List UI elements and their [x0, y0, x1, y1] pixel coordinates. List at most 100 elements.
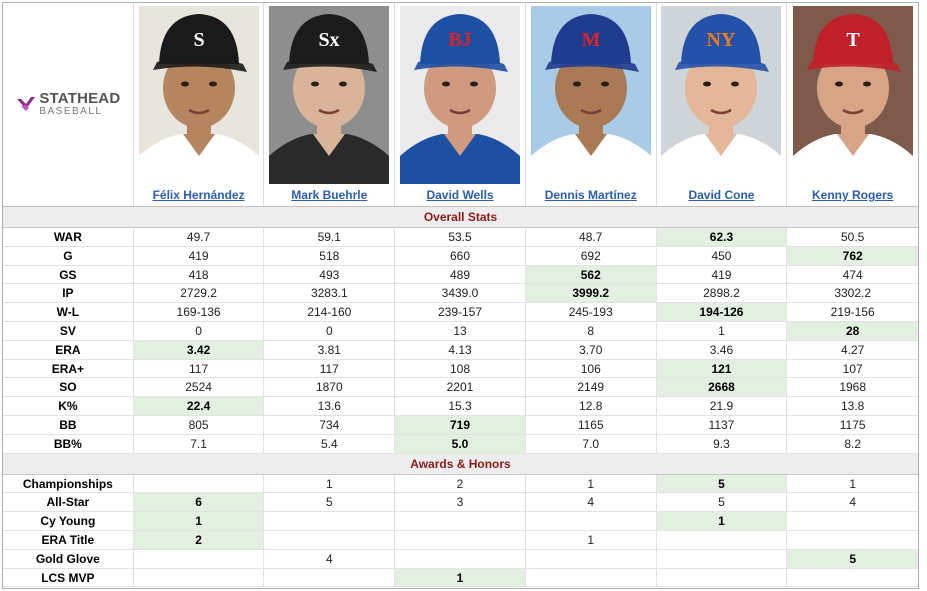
stat-value: 1968 [839, 380, 867, 395]
player-name-link[interactable]: David Cone [688, 188, 755, 202]
svg-text:S: S [193, 29, 204, 51]
stat-row: SV 0 0 13 8 1 28 [3, 321, 918, 341]
stat-value: 169-136 [134, 303, 265, 321]
logo-subtitle: BASEBALL [39, 105, 103, 117]
stat-value [395, 530, 526, 549]
stat-value: 107 [842, 361, 863, 376]
stat-label: WAR [3, 228, 134, 246]
stat-row: ERA+ 117 117 108 106 121 107 [3, 359, 918, 379]
stat-row: W-L 169-136 214-160 239-157 245-193 194-126 21… [3, 303, 918, 322]
stat-value: 3999.2 [525, 284, 657, 303]
stat-value: 5 [656, 474, 788, 493]
stat-value [264, 568, 396, 587]
stat-row: WAR 49.7 59.1 53.5 48.7 62.3 50.5 [3, 228, 918, 247]
player-name-link[interactable]: Félix Hernández [152, 188, 245, 202]
stat-value: 2668 [656, 378, 788, 397]
stat-row: BB% 7.1 5.4 5.0 7.0 9.3 8.2 [3, 434, 918, 454]
stat-value: 5 [787, 549, 918, 568]
stat-value: 59.1 [264, 228, 396, 246]
stat-value: 108 [395, 359, 526, 378]
player-name-link[interactable]: David Wells [426, 188, 494, 202]
stat-value: 219-156 [830, 305, 875, 320]
stat-value: 493 [264, 265, 396, 284]
player-name-link[interactable]: Kenny Rogers [811, 188, 894, 202]
stat-value: 719 [395, 415, 526, 434]
stat-value: 1137 [657, 415, 788, 434]
stat-value: 214-160 [264, 303, 396, 321]
stat-label: ERA+ [3, 359, 134, 378]
stat-value: 419 [134, 246, 265, 265]
player-portrait-icon: BJ [400, 6, 521, 184]
player-column-header: T Kenny Rogers [787, 3, 918, 206]
stat-value: 2201 [395, 378, 526, 397]
stat-value: 7.1 [134, 434, 265, 453]
stat-value: 13.6 [264, 397, 396, 415]
player-photo[interactable]: T [792, 6, 913, 184]
stat-value: 13 [395, 321, 526, 340]
stat-label: ERA Title [3, 530, 134, 549]
stat-value: 1870 [264, 378, 396, 397]
player-column-header: BJ David Wells [395, 3, 526, 206]
player-column-header: S Félix Hernández [134, 3, 265, 206]
stat-value [657, 549, 788, 568]
stat-value: 474 [842, 267, 863, 282]
stat-label: BB% [3, 434, 134, 453]
stat-row: ERA 3.42 3.81 4.13 3.70 3.46 4.27 [3, 340, 918, 360]
logo-title: STATHEAD [39, 89, 121, 107]
stat-label: BB [3, 415, 134, 434]
stat-value: 2 [133, 530, 265, 549]
stat-value [526, 549, 657, 568]
stathead-logo[interactable]: STATHEAD BASEBALL [15, 91, 120, 117]
player-photo[interactable]: M [530, 6, 651, 184]
stat-value: 418 [134, 265, 265, 284]
stat-label: Gold Glove [3, 549, 134, 568]
stat-value: 15.3 [395, 397, 526, 415]
stat-value: 734 [264, 415, 396, 434]
stat-value [134, 549, 265, 568]
stat-row: Championships 1 2 1 5 1 [3, 474, 918, 494]
player-photo[interactable]: S [138, 6, 259, 184]
stat-row: ERA Title 2 1 [3, 530, 918, 550]
stat-value: 62.3 [656, 228, 788, 246]
stat-label: GS [3, 265, 134, 284]
stat-value: 49.7 [134, 228, 265, 246]
svg-text:BJ: BJ [448, 29, 471, 51]
stat-value: 4.13 [395, 340, 526, 359]
stat-value: 3283.1 [264, 284, 396, 303]
player-name-link[interactable]: Dennis Martínez [544, 188, 637, 202]
stat-value [787, 531, 918, 549]
player-name-link[interactable]: Mark Buehrle [291, 188, 368, 202]
stat-value: 3.81 [264, 340, 396, 359]
stat-value: 1175 [839, 417, 866, 432]
stat-value [134, 568, 265, 587]
logo-cell: STATHEAD BASEBALL [3, 3, 134, 206]
stat-value: 1 [395, 568, 526, 587]
stat-value: 805 [134, 415, 265, 434]
player-portrait-icon: NY [661, 6, 782, 184]
stat-row: IP 2729.2 3283.1 3439.0 3999.2 2898.2 3302.2 [3, 284, 918, 304]
player-photo[interactable]: BJ [400, 6, 521, 184]
stat-value: 28 [787, 321, 918, 340]
svg-text:T: T [846, 29, 860, 51]
stat-value: 762 [787, 246, 918, 265]
stat-value: 6 [133, 493, 265, 512]
stat-value: 1 [133, 512, 265, 530]
stat-label: ERA [3, 340, 134, 359]
player-photo[interactable]: Sx [269, 6, 390, 184]
stat-value: 48.7 [526, 228, 657, 246]
player-header-row: STATHEAD BASEBALL S Félix Hernández Sx Mark… [3, 3, 918, 207]
stat-value: 117 [134, 359, 265, 378]
player-photo[interactable]: NY [661, 6, 782, 184]
player-column-header: Sx Mark Buehrle [264, 3, 396, 206]
stat-value: 2 [395, 474, 526, 493]
stat-row: K% 22.4 13.6 15.3 12.8 21.9 13.8 [3, 397, 918, 416]
stat-value [526, 512, 657, 530]
stat-value: 12.8 [526, 397, 657, 415]
stat-label: Championships [3, 474, 134, 493]
stat-value: 239-157 [395, 303, 526, 321]
stat-row: GS 418 493 489 562 419 474 [3, 265, 918, 285]
stat-value: 5.0 [395, 434, 526, 453]
stat-value: 1165 [526, 415, 657, 434]
stat-value: 106 [526, 359, 657, 378]
